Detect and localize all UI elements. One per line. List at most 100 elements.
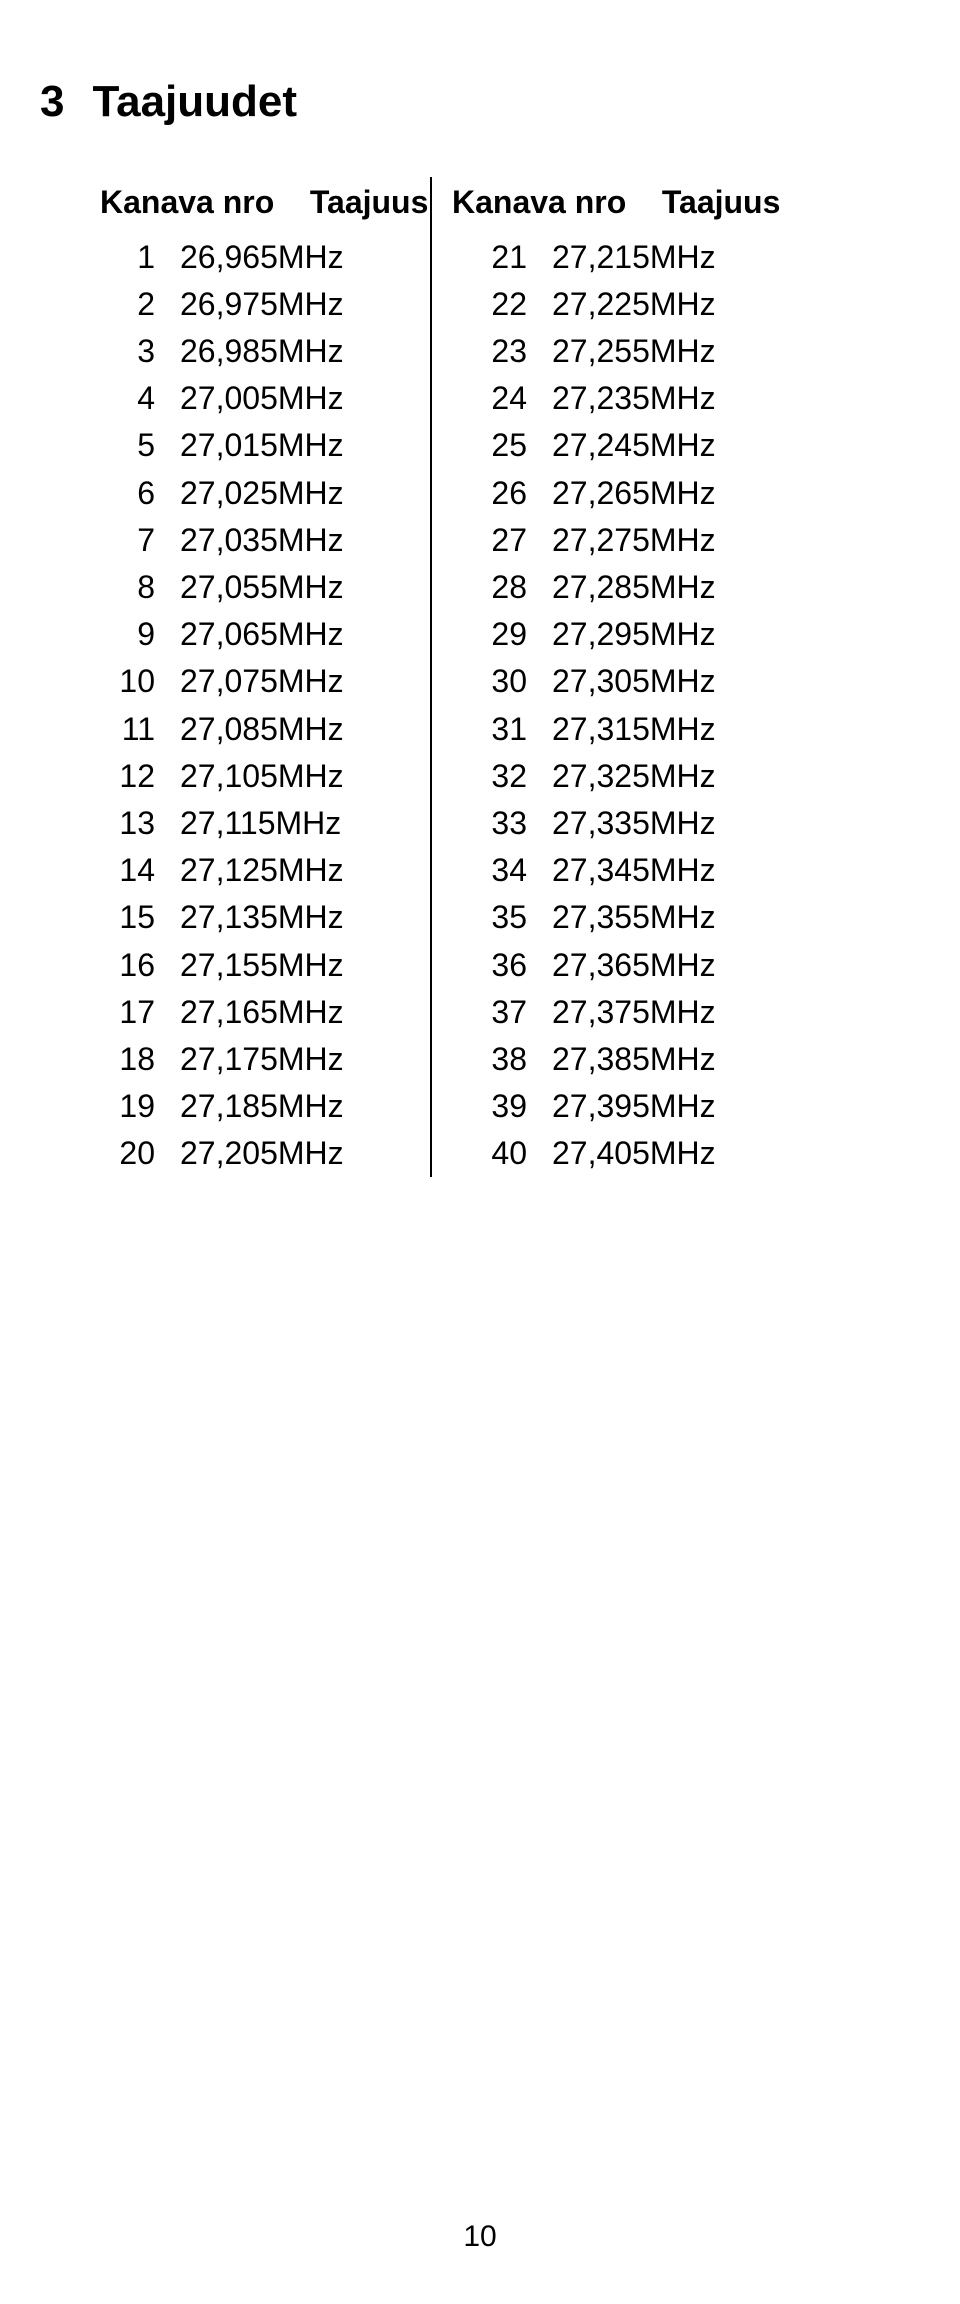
channel-number-right: 34: [431, 847, 552, 894]
table-row: 427,005MHz2427,235MHz: [100, 375, 782, 422]
channel-number-left: 11: [100, 706, 180, 753]
frequency-right: 27,395MHz: [552, 1083, 782, 1130]
channel-number-right: 30: [431, 658, 552, 705]
frequency-left: 26,975MHz: [180, 281, 431, 328]
table-row: 1127,085MHz3127,315MHz: [100, 706, 782, 753]
table-row: 326,985MHz2327,255MHz: [100, 328, 782, 375]
channel-number-left: 7: [100, 517, 180, 564]
frequency-left: 27,155MHz: [180, 942, 431, 989]
header-freq-text: Taajuus: [310, 184, 429, 220]
frequency-left: 26,965MHz: [180, 234, 431, 281]
table-row: 1627,155MHz3627,365MHz: [100, 942, 782, 989]
frequency-left: 27,185MHz: [180, 1083, 431, 1130]
channel-number-right: 32: [431, 753, 552, 800]
frequency-right: 27,315MHz: [552, 706, 782, 753]
frequency-right: 27,345MHz: [552, 847, 782, 894]
table-row: 527,015MHz2527,245MHz: [100, 422, 782, 469]
section-heading: 3 Taajuudet: [40, 77, 900, 127]
table-header-row: Kanava nro Taajuus Kanava nro Taajuus: [100, 177, 782, 234]
channel-number-left: 5: [100, 422, 180, 469]
frequency-left: 26,985MHz: [180, 328, 431, 375]
channel-number-right: 39: [431, 1083, 552, 1130]
channel-number-right: 31: [431, 706, 552, 753]
table-row: 827,055MHz2827,285MHz: [100, 564, 782, 611]
channel-number-right: 40: [431, 1130, 552, 1177]
frequency-left: 27,115MHz: [180, 800, 431, 847]
frequency-right: 27,235MHz: [552, 375, 782, 422]
table-row: 1927,185MHz3927,395MHz: [100, 1083, 782, 1130]
frequency-left: 27,025MHz: [180, 470, 431, 517]
frequency-right: 27,365MHz: [552, 942, 782, 989]
frequency-left: 27,075MHz: [180, 658, 431, 705]
frequency-right: 27,245MHz: [552, 422, 782, 469]
frequency-left: 27,165MHz: [180, 989, 431, 1036]
channel-number-right: 21: [431, 234, 552, 281]
channel-number-right: 33: [431, 800, 552, 847]
frequency-left: 27,135MHz: [180, 894, 431, 941]
frequency-table: Kanava nro Taajuus Kanava nro Taajuus 12…: [100, 177, 782, 1178]
channel-number-left: 1: [100, 234, 180, 281]
table-row: 627,025MHz2627,265MHz: [100, 470, 782, 517]
channel-number-right: 35: [431, 894, 552, 941]
section-title: Taajuudet: [92, 77, 297, 126]
channel-number-left: 9: [100, 611, 180, 658]
frequency-left: 27,175MHz: [180, 1036, 431, 1083]
frequency-right: 27,385MHz: [552, 1036, 782, 1083]
channel-number-left: 10: [100, 658, 180, 705]
frequency-left: 27,205MHz: [180, 1130, 431, 1177]
channel-number-left: 8: [100, 564, 180, 611]
header-channel-text: Kanava nro: [100, 184, 274, 220]
table-row: 226,975MHz2227,225MHz: [100, 281, 782, 328]
channel-number-left: 13: [100, 800, 180, 847]
document-page: 3 Taajuudet Kanava nro Taajuus Kanava nro…: [0, 0, 960, 2304]
frequency-right: 27,275MHz: [552, 517, 782, 564]
frequency-right: 27,215MHz: [552, 234, 782, 281]
channel-number-left: 19: [100, 1083, 180, 1130]
channel-number-right: 24: [431, 375, 552, 422]
table-row: 1327,115MHz3327,335MHz: [100, 800, 782, 847]
channel-number-left: 3: [100, 328, 180, 375]
frequency-left: 27,105MHz: [180, 753, 431, 800]
page-number: 10: [463, 2220, 496, 2254]
frequency-right: 27,375MHz: [552, 989, 782, 1036]
channel-number-right: 36: [431, 942, 552, 989]
table-row: 2027,205MHz4027,405MHz: [100, 1130, 782, 1177]
frequency-right: 27,405MHz: [552, 1130, 782, 1177]
channel-number-left: 2: [100, 281, 180, 328]
frequency-left: 27,125MHz: [180, 847, 431, 894]
channel-number-right: 38: [431, 1036, 552, 1083]
channel-number-left: 12: [100, 753, 180, 800]
frequency-right: 27,355MHz: [552, 894, 782, 941]
table-row: 1227,105MHz3227,325MHz: [100, 753, 782, 800]
frequency-right: 27,285MHz: [552, 564, 782, 611]
col-header-channel-left: Kanava nro Taajuus: [100, 177, 431, 234]
channel-number-left: 18: [100, 1036, 180, 1083]
table-row: 727,035MHz2727,275MHz: [100, 517, 782, 564]
frequency-left: 27,005MHz: [180, 375, 431, 422]
channel-number-right: 28: [431, 564, 552, 611]
frequency-left: 27,015MHz: [180, 422, 431, 469]
frequency-left: 27,035MHz: [180, 517, 431, 564]
channel-number-left: 15: [100, 894, 180, 941]
channel-number-right: 23: [431, 328, 552, 375]
channel-number-right: 37: [431, 989, 552, 1036]
frequency-right: 27,225MHz: [552, 281, 782, 328]
frequency-left: 27,055MHz: [180, 564, 431, 611]
section-number: 3: [40, 77, 64, 127]
table-row: 1027,075MHz3027,305MHz: [100, 658, 782, 705]
frequency-left: 27,085MHz: [180, 706, 431, 753]
channel-number-left: 16: [100, 942, 180, 989]
frequency-right: 27,335MHz: [552, 800, 782, 847]
table-row: 1727,165MHz3727,375MHz: [100, 989, 782, 1036]
channel-number-right: 25: [431, 422, 552, 469]
table-row: 126,965MHz2127,215MHz: [100, 234, 782, 281]
frequency-right: 27,305MHz: [552, 658, 782, 705]
table-row: 1527,135MHz3527,355MHz: [100, 894, 782, 941]
channel-number-left: 14: [100, 847, 180, 894]
frequency-right: 27,295MHz: [552, 611, 782, 658]
table-row: 927,065MHz2927,295MHz: [100, 611, 782, 658]
channel-number-right: 22: [431, 281, 552, 328]
header-freq-text: Taajuus: [662, 184, 781, 220]
channel-number-right: 26: [431, 470, 552, 517]
channel-number-right: 27: [431, 517, 552, 564]
